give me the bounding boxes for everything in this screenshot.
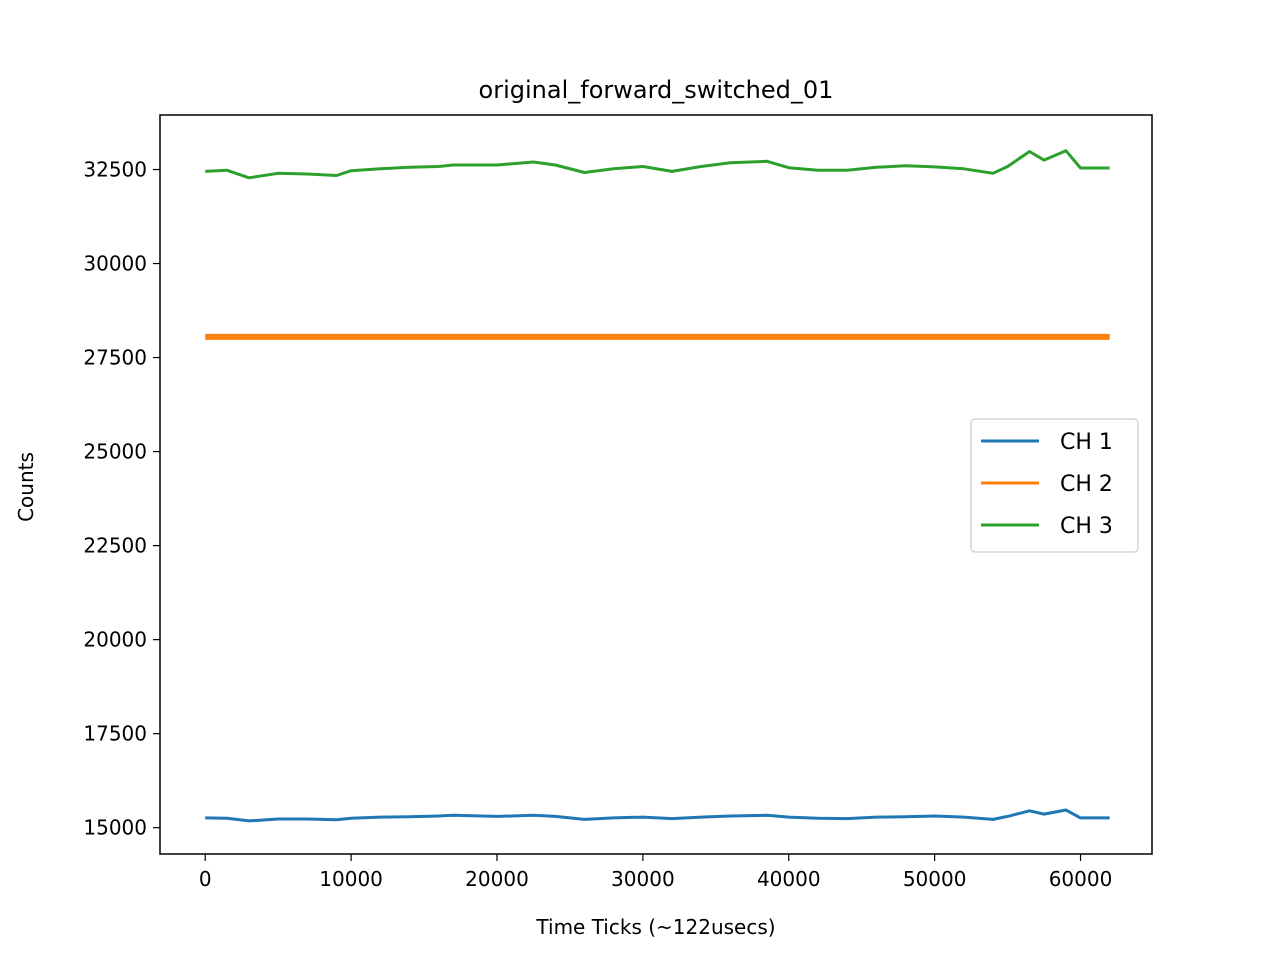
y-tick-label: 15000 [83, 816, 147, 840]
legend-label-ch-3: CH 3 [1060, 514, 1113, 539]
x-axis-label: Time Ticks (~122usecs) [535, 915, 775, 939]
x-tick-label: 0 [199, 867, 212, 891]
y-tick-label: 30000 [83, 252, 147, 276]
x-axis: 0 10000 20000 30000 40000 50000 60000 [199, 854, 1112, 891]
x-tick-label: 40000 [757, 867, 821, 891]
chart-title: original_forward_switched_01 [479, 76, 834, 104]
x-tick-label: 50000 [903, 867, 967, 891]
legend-label-ch-1: CH 1 [1060, 430, 1113, 455]
y-tick-label: 27500 [83, 346, 147, 370]
y-tick-label: 25000 [83, 440, 147, 464]
y-axis-label: Counts [14, 452, 38, 522]
series-layer [205, 149, 1110, 823]
series-line-ch-1 [205, 808, 1110, 823]
y-tick-label: 22500 [83, 534, 147, 558]
y-tick-label: 32500 [83, 158, 147, 182]
x-tick-label: 20000 [465, 867, 529, 891]
series-line-ch-3 [205, 149, 1110, 180]
legend: CH 1 CH 2 CH 3 [970, 418, 1139, 553]
plot-frame [159, 114, 1153, 855]
x-tick-label: 60000 [1049, 867, 1113, 891]
y-tick-label: 17500 [83, 722, 147, 746]
legend-label-ch-2: CH 2 [1060, 472, 1113, 497]
x-tick-label: 10000 [319, 867, 383, 891]
legend-frame [970, 418, 1139, 553]
y-tick-label: 20000 [83, 628, 147, 652]
y-axis: 15000 17500 20000 22500 25000 27500 30000 32500 [83, 158, 160, 840]
x-tick-label: 30000 [611, 867, 675, 891]
